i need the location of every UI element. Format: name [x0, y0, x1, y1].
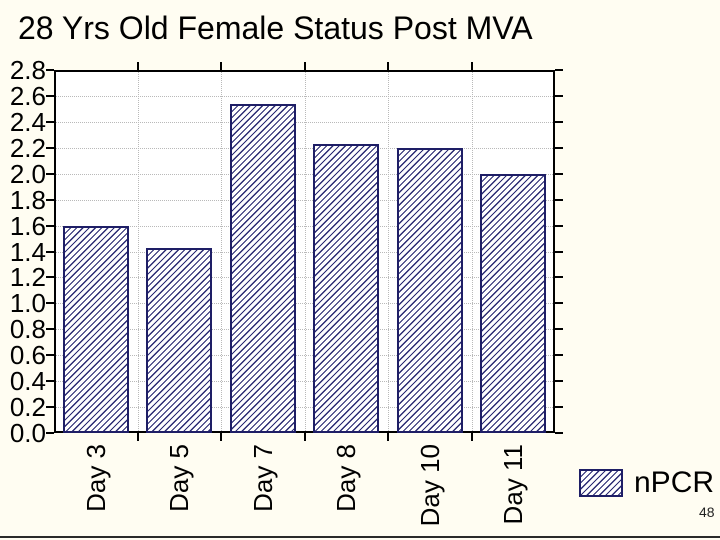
y-tick-label: 0.2 — [9, 392, 46, 423]
x-tick-label: Day 8 — [331, 444, 362, 512]
v-gridline — [137, 72, 139, 431]
y-tick-label: 0.6 — [9, 340, 46, 371]
x-tick-bottom — [220, 433, 222, 441]
x-tick-label: Day 7 — [247, 444, 278, 512]
y-tick-left — [46, 69, 54, 71]
x-tick-top — [303, 62, 306, 70]
y-tick-label: 2.2 — [9, 132, 46, 163]
y-tick-right — [555, 406, 563, 409]
y-tick-right — [555, 328, 563, 331]
x-tick-bottom — [136, 433, 139, 441]
y-tick-label: 1.8 — [9, 184, 46, 215]
x-tick-label: Day 5 — [164, 444, 195, 512]
y-tick-right — [555, 224, 563, 227]
x-tick-bottom — [387, 433, 389, 441]
y-tick-left — [46, 198, 54, 201]
y-tick-right — [555, 276, 563, 279]
y-tick-right — [555, 250, 563, 253]
y-tick-right — [555, 380, 563, 383]
y-tick-left — [46, 250, 54, 253]
x-tick-top — [387, 62, 389, 70]
y-tick-left — [46, 328, 54, 331]
chart-title: 28 Yrs Old Female Status Post MVA — [18, 10, 533, 46]
y-tick-label: 1.2 — [9, 262, 46, 293]
x-tick-top — [220, 62, 222, 70]
y-tick-left — [46, 432, 54, 434]
v-gridline — [304, 72, 306, 431]
x-tick-top — [136, 62, 139, 70]
bar-day-3 — [62, 226, 129, 433]
y-tick-label: 1.6 — [9, 210, 46, 241]
v-gridline — [221, 72, 222, 431]
y-tick-label: 2.8 — [9, 55, 46, 85]
bar-day-5 — [146, 248, 213, 433]
x-tick-bottom — [470, 433, 473, 441]
x-tick-bottom — [303, 433, 306, 441]
y-tick-left — [46, 302, 54, 305]
y-tick-right — [555, 146, 563, 149]
x-tick-label: Day 3 — [80, 444, 111, 512]
y-tick-label: 2.4 — [9, 106, 46, 137]
bar-day-8 — [313, 144, 380, 433]
y-tick-right — [555, 432, 563, 434]
y-tick-left — [46, 120, 54, 123]
v-gridline — [471, 72, 473, 431]
y-tick-right — [555, 302, 563, 305]
y-tick-label: 2.0 — [9, 158, 46, 189]
bar-day-7 — [229, 104, 296, 433]
y-tick-left — [46, 354, 54, 357]
y-tick-right — [555, 172, 563, 175]
y-tick-right — [555, 354, 563, 357]
y-tick-right — [555, 120, 563, 123]
legend-label: nPCR — [634, 466, 715, 499]
bar-day-10 — [396, 148, 463, 433]
y-tick-label: 1.0 — [9, 288, 46, 319]
y-tick-label: 2.6 — [9, 80, 46, 111]
y-tick-right — [555, 198, 563, 201]
y-tick-left — [46, 172, 54, 175]
y-tick-label: 0.4 — [9, 366, 46, 397]
v-gridline — [388, 72, 389, 431]
legend-hatch-swatch — [579, 469, 623, 497]
y-tick-left — [46, 406, 54, 409]
y-tick-label: 0.0 — [9, 418, 46, 448]
y-tick-left — [46, 380, 54, 383]
y-tick-left — [46, 224, 54, 227]
x-tick-label: Day 10 — [414, 444, 445, 527]
y-tick-label: 0.8 — [9, 314, 46, 345]
y-tick-label: 1.4 — [9, 236, 46, 267]
x-tick-label: Day 11 — [498, 444, 529, 525]
y-tick-left — [46, 94, 54, 97]
page-number: 48 — [699, 504, 715, 520]
y-tick-right — [555, 94, 563, 97]
bottom-divider-line — [0, 536, 720, 538]
y-tick-right — [555, 69, 563, 71]
y-tick-left — [46, 146, 54, 149]
y-tick-left — [46, 276, 54, 279]
x-tick-top — [470, 62, 473, 70]
bar-day-11 — [480, 174, 547, 433]
